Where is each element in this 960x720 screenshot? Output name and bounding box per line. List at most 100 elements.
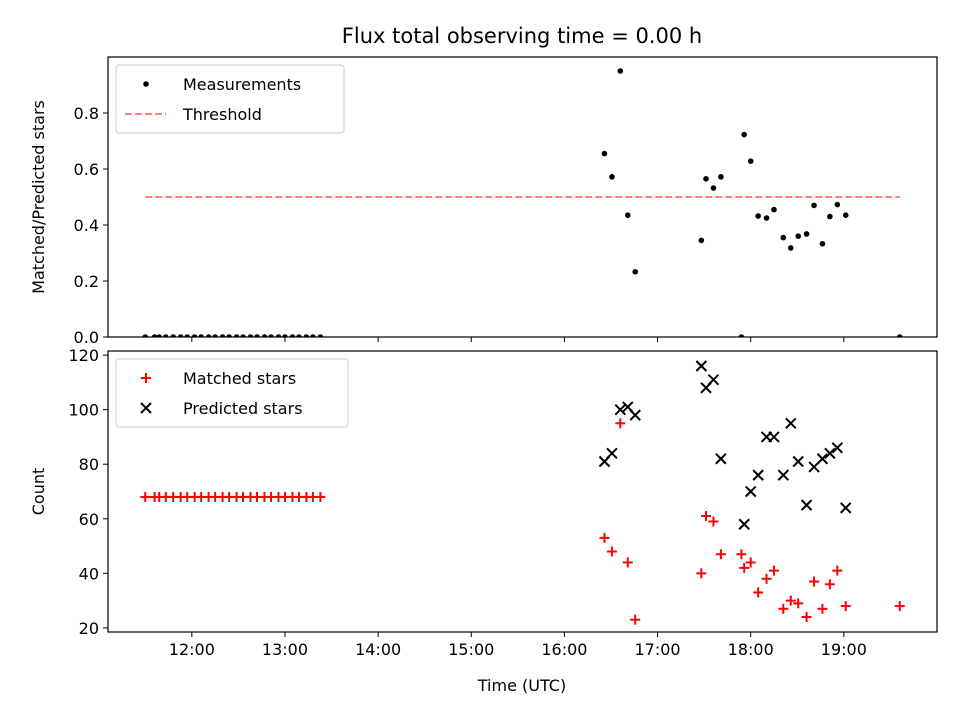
data-point [219,334,226,337]
data-point [317,334,324,337]
data-point [240,334,246,337]
data-point [739,562,750,573]
legend-label: Measurements [183,75,301,94]
x-tick-label: 12:00 [169,640,215,659]
data-point [718,174,724,180]
data-point [632,268,639,275]
data-point [698,237,705,244]
data-point [162,334,169,337]
axes-frame [107,350,938,633]
data-point [745,557,756,568]
data-point [601,150,608,157]
x-tick-label: 14:00 [355,640,401,659]
y-tick-label: 0.8 [74,104,99,123]
data-point [703,176,709,182]
data-point [831,442,844,454]
data-point [599,532,610,543]
data-point [824,447,836,460]
data-point [795,233,802,239]
data-point [752,469,764,481]
y-tick-label: 0.6 [74,160,99,179]
data-point [710,185,717,191]
data-point [894,601,905,612]
data-point [834,201,841,208]
legend-entry: Threshold [125,105,262,124]
y-axis-label: Count [29,468,48,516]
series-measurements [142,68,903,337]
data-point [606,447,618,460]
data-point [787,245,794,251]
data-point [771,206,777,213]
data-point [212,334,218,337]
plot-area [142,68,903,337]
legend: Measurements Threshold [115,64,345,134]
data-point [614,403,627,416]
data-point [268,334,274,337]
data-point [170,334,177,337]
data-point [708,516,719,527]
data-point [785,595,796,606]
legend-entry: Matched stars [141,369,296,388]
data-point [700,511,711,522]
data-point [289,334,296,337]
legend-label: Matched stars [183,369,296,388]
data-point [254,334,260,337]
legend-marker [143,81,149,87]
y-tick-label: 60 [79,510,99,529]
data-point [296,334,302,337]
data-point [177,334,184,337]
data-point [785,417,797,430]
data-point [695,360,708,372]
x-tick-label: 18:00 [728,640,774,659]
figure-title: Flux total observing time = 0.00 h [342,24,702,48]
data-point [761,573,772,584]
data-point [617,68,624,74]
data-point [233,334,240,337]
data-point [768,431,780,443]
data-point [747,158,754,164]
data-point [622,557,633,568]
legend-entry: Measurements [143,75,301,94]
data-point [151,334,158,337]
data-point [738,518,750,530]
data-point [763,215,770,221]
data-point [282,334,288,337]
x-axis-label: Time (UTC) [477,676,566,695]
x-tick-label: 16:00 [541,640,587,659]
plot-area [140,360,905,625]
data-point [310,334,316,337]
data-point [707,373,720,386]
legend-marker [140,402,152,414]
data-point [793,598,804,609]
data-point [247,334,254,337]
data-point [315,491,326,502]
data-point [738,334,745,337]
y-tick-label: 80 [79,455,99,474]
data-point [184,334,190,337]
data-point [827,213,833,220]
data-point [896,334,903,337]
data-point [792,455,804,468]
y-tick-label: 100 [68,401,99,420]
data-point [755,213,761,219]
data-point [736,549,747,560]
x-tick-label: 17:00 [635,640,681,659]
data-point [198,334,204,337]
data-point [832,565,843,576]
data-point [630,614,641,625]
data-point [303,334,310,337]
x-tick-label: 19:00 [821,640,867,659]
legend-entry: Predicted stars [140,399,303,418]
data-point [741,131,747,138]
series-matched-stars [140,418,905,625]
data-point [745,485,757,498]
legend-marker [141,373,151,383]
legend-label: Threshold [182,105,262,124]
data-point [624,212,631,218]
data-point [715,453,727,465]
data-point [156,334,163,337]
data-point [261,334,268,337]
data-point [840,502,852,514]
data-point [800,499,813,511]
